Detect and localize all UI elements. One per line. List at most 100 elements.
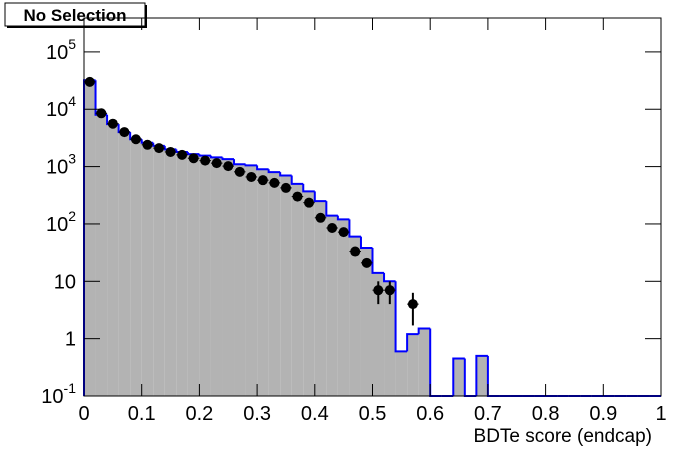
histogram-outline [221, 157, 235, 161]
histogram-bar [153, 145, 165, 396]
data-point [338, 227, 349, 238]
x-tick-label: 0.7 [474, 403, 502, 425]
x-tick-label: 1 [655, 403, 666, 425]
histogram-bar [349, 236, 361, 396]
data-point [130, 134, 141, 145]
data-point [246, 171, 257, 182]
histogram-bar [280, 175, 292, 396]
data-point [154, 143, 165, 154]
histogram-outline [371, 248, 385, 274]
x-tick-label: 0 [78, 403, 89, 425]
x-tick-label: 0.3 [243, 403, 271, 425]
histogram-outline [348, 219, 361, 238]
x-tick-label: 0.6 [416, 403, 444, 425]
y-tick-label: 105 [46, 36, 76, 64]
y-tick-exponent: 4 [68, 93, 76, 109]
data-point [96, 108, 107, 119]
y-tick-label: 103 [46, 151, 76, 179]
y-tick-label: 10 [54, 271, 76, 293]
y-tick-label: 10-1 [41, 380, 76, 408]
histogram-bar [453, 358, 465, 396]
histogram-outline [198, 154, 211, 157]
y-tick-base: 10 [41, 386, 63, 408]
data-point [107, 118, 118, 129]
x-tick-label: 0.5 [359, 403, 387, 425]
histogram-bar [407, 334, 419, 396]
y-tick-base: 10 [46, 157, 68, 179]
data-point [361, 257, 372, 268]
histogram-bar [326, 215, 338, 396]
y-tick-base: 10 [46, 42, 68, 64]
x-tick-label: 0.2 [185, 403, 213, 425]
data-point [269, 177, 280, 188]
histogram-bar [395, 351, 408, 396]
histogram-bar [245, 165, 258, 396]
data-point [407, 299, 418, 310]
y-tick-base: 10 [46, 214, 68, 236]
histogram-outline [313, 191, 327, 203]
x-tick-label: 0.1 [128, 403, 156, 425]
data-point [142, 139, 153, 150]
histogram-bar [84, 80, 96, 397]
histogram-outline [359, 236, 373, 250]
histogram-bar [418, 328, 431, 396]
x-axis-label: BDTe score (endcap) [474, 426, 652, 447]
y-tick-exponent: -1 [64, 380, 77, 396]
data-point [84, 76, 95, 87]
y-tick-base: 10 [46, 99, 68, 121]
histogram-bar [199, 155, 211, 396]
x-tick-label: 0.9 [589, 403, 617, 425]
data-point [304, 197, 315, 208]
histogram-bar [384, 281, 396, 396]
histogram-bar [164, 149, 177, 396]
histogram-bar [268, 172, 281, 396]
histogram-outline [325, 201, 338, 217]
histogram-outline [394, 281, 408, 353]
y-tick-label: 102 [46, 208, 76, 236]
data-point [188, 153, 199, 164]
data-point [292, 191, 303, 202]
data-point [223, 161, 234, 172]
data-point [373, 285, 384, 296]
histogram-outline [244, 164, 258, 167]
histogram-bar [222, 159, 235, 396]
data-point [280, 182, 291, 193]
histogram-outline [209, 155, 223, 159]
histogram-bar [337, 219, 350, 396]
histogram-bar [314, 201, 327, 396]
data-point [119, 127, 130, 138]
histogram-outline [406, 333, 419, 352]
histogram-bar [187, 154, 200, 396]
histogram-bar [476, 355, 488, 396]
data-point [234, 166, 245, 177]
histogram-outline [256, 165, 269, 171]
histogram-bar [176, 151, 188, 396]
data-point [165, 146, 176, 157]
histogram-bar [141, 142, 154, 396]
data-point [211, 158, 222, 169]
histogram-outline [383, 272, 396, 283]
histogram-outline [267, 169, 281, 174]
data-point [384, 285, 395, 296]
data-point [327, 222, 338, 233]
histogram-bar [210, 157, 223, 396]
histogram-outline [417, 327, 431, 335]
y-tick-exponent: 5 [68, 36, 76, 52]
histogram-bar [107, 124, 119, 397]
histogram-outline [302, 183, 315, 193]
chart-title: No Selection [24, 6, 127, 25]
y-tick-label: 104 [46, 93, 76, 121]
histogram-bar [372, 272, 385, 396]
histogram-outline [290, 175, 304, 185]
histogram-bar [130, 139, 142, 397]
histogram-outline [279, 172, 292, 177]
x-tick-label: 0.4 [301, 403, 329, 425]
histogram-bar [234, 164, 246, 396]
data-point [200, 155, 211, 166]
histogram-outline [233, 159, 246, 166]
histogram-outline [336, 215, 350, 221]
data-point [177, 149, 188, 160]
histogram-bar [95, 114, 108, 396]
data-point [315, 212, 326, 223]
